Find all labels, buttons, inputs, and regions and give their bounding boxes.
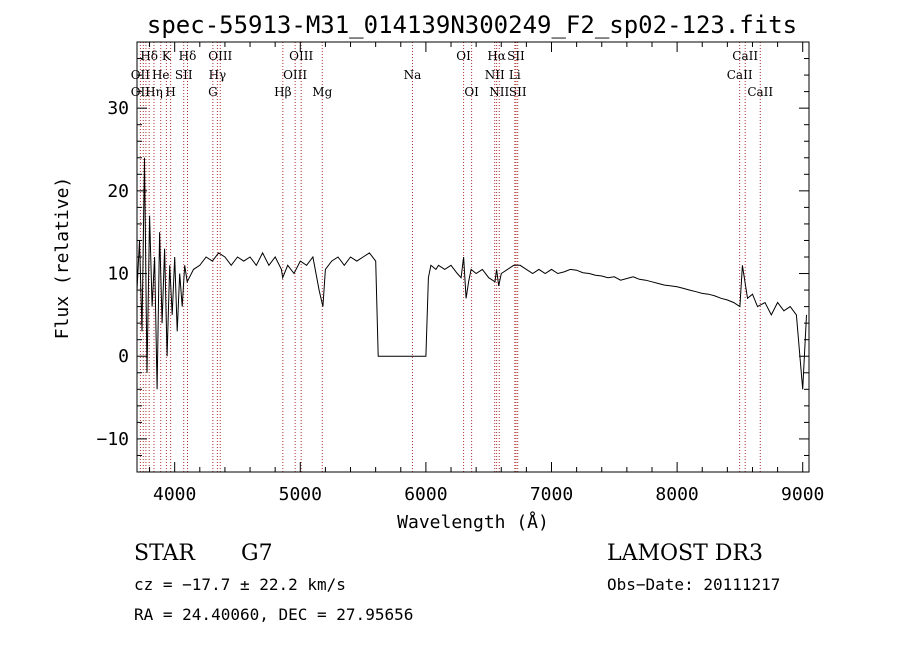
line-label-24: OI bbox=[464, 85, 479, 99]
spectrum-line bbox=[136, 157, 807, 390]
line-label-6: Hα bbox=[487, 49, 506, 63]
line-label-8: CaII bbox=[732, 49, 758, 63]
line-label-13: OIII bbox=[283, 68, 307, 82]
object-class: STAR bbox=[134, 541, 196, 566]
line-label-4: OIII bbox=[289, 49, 313, 63]
line-label-7: SII bbox=[507, 49, 525, 63]
line-label-25: NII bbox=[489, 85, 509, 99]
y-tick-label-2: 10 bbox=[107, 264, 129, 285]
y-tick-label-3: 20 bbox=[107, 181, 129, 202]
line-label-0: Hδ bbox=[140, 49, 158, 63]
line-label-22: Hβ bbox=[274, 85, 291, 99]
line-label-11: SII bbox=[175, 68, 193, 82]
line-label-1: K bbox=[162, 49, 172, 63]
line-label-15: NII bbox=[485, 68, 505, 82]
line-label-21: G bbox=[208, 85, 218, 99]
y-tick-label-4: 30 bbox=[107, 98, 129, 119]
y-axis-ticks: −10 0 10 20 30 bbox=[96, 58, 809, 456]
x-axis-ticks: 4000 5000 6000 7000 8000 9000 bbox=[149, 42, 824, 505]
x-tick-label-2: 6000 bbox=[404, 484, 447, 505]
line-label-26: SII bbox=[509, 85, 527, 99]
line-label-20: H bbox=[165, 85, 175, 99]
x-tick-label-5: 9000 bbox=[781, 484, 824, 505]
chart-title: spec-55913-M31_014139N300249_F2_sp02-123… bbox=[147, 11, 797, 39]
line-label-23: Mg bbox=[312, 85, 332, 99]
y-tick-label-1: 0 bbox=[118, 346, 129, 367]
line-markers bbox=[139, 42, 761, 472]
line-label-3: OIII bbox=[208, 49, 232, 63]
survey-name: LAMOST DR3 bbox=[607, 541, 763, 566]
y-axis-label: Flux (relative) bbox=[52, 177, 73, 340]
line-label-10: He bbox=[152, 68, 170, 82]
line-label-16: Li bbox=[509, 68, 521, 82]
x-tick-label-1: 5000 bbox=[279, 484, 322, 505]
line-label-27: CaII bbox=[747, 85, 773, 99]
coordinates: RA = 24.40060, DEC = 27.95656 bbox=[134, 605, 413, 624]
line-label-17: CaII bbox=[727, 68, 753, 82]
line-label-5: OI bbox=[456, 49, 471, 63]
line-label-14: Na bbox=[404, 68, 422, 82]
line-label-12: Hγ bbox=[209, 68, 227, 82]
y-tick-label-0: −10 bbox=[96, 429, 129, 450]
x-axis-label: Wavelength (Å) bbox=[397, 511, 549, 533]
line-label-2: Hδ bbox=[179, 49, 197, 63]
line-label-19: Hη bbox=[145, 85, 163, 99]
x-tick-label-4: 8000 bbox=[655, 484, 698, 505]
x-tick-label-0: 4000 bbox=[153, 484, 196, 505]
x-tick-label-3: 7000 bbox=[530, 484, 573, 505]
redshift-cz: cz = −17.7 ± 22.2 km/s bbox=[134, 575, 346, 594]
object-subclass: G7 bbox=[241, 541, 273, 566]
observation-date: Obs−Date: 20111217 bbox=[607, 575, 780, 594]
